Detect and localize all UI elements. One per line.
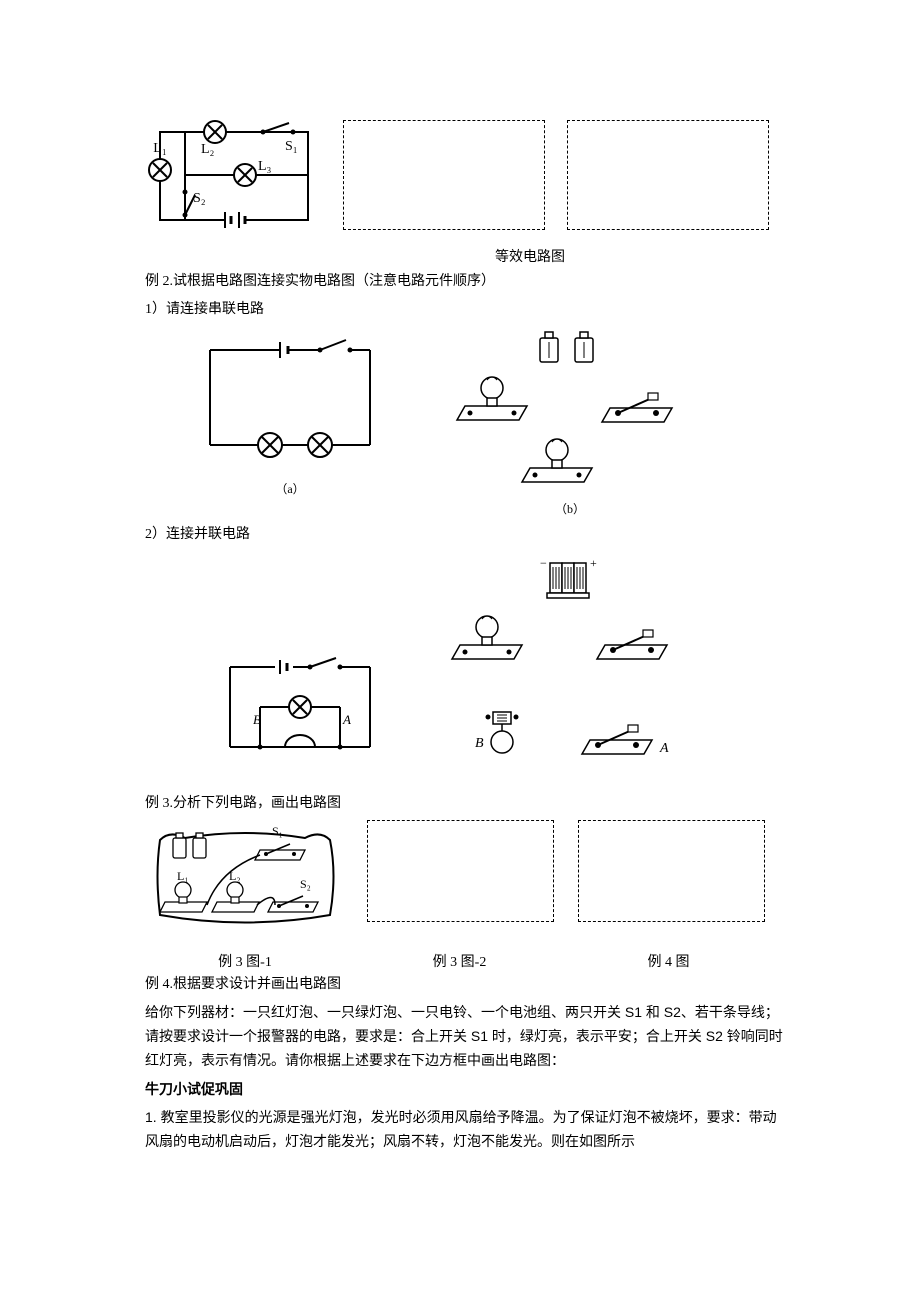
parallel-row: B A − + [145, 552, 790, 772]
series-schematic: （a） [190, 330, 390, 497]
answer-box-1a [343, 120, 545, 230]
svg-text:B: B [253, 712, 261, 727]
parallel-schematic: B A [215, 652, 385, 762]
svg-text:S₂: S₂ [193, 191, 206, 206]
circuit-diagram-1: L₁ L₂ S₁ L₃ [145, 120, 325, 240]
svg-text:L₂: L₂ [201, 142, 215, 157]
ex3-captions: 例 3 图-1 例 3 图-2 例 4 图 [145, 945, 790, 971]
ex3-cap1: 例 3 图-1 [145, 951, 345, 971]
example-4-title: 例 4.根据要求设计并画出电路图 [145, 973, 790, 997]
series-physical: （b） [445, 330, 695, 517]
example-2-sub2: 2）连接并联电路 [145, 523, 790, 547]
svg-text:S₁: S₁ [272, 824, 283, 838]
svg-text:L₁: L₁ [153, 141, 166, 156]
example-2-title: 例 2.试根据电路图连接实物电路图（注意电路元件顺序） [145, 270, 790, 294]
ex3-physical: S₁ L₁ L₂ [145, 820, 345, 935]
svg-text:S₁: S₁ [285, 139, 298, 154]
series-row: （a） [145, 330, 790, 517]
ex3-box-1 [367, 820, 554, 922]
figure-row-1: L₁ L₂ S₁ L₃ [145, 120, 790, 240]
ex3-cap3: 例 4 图 [576, 951, 761, 971]
svg-text:L₃: L₃ [258, 159, 272, 174]
ex3-cap2: 例 3 图-2 [367, 951, 552, 971]
ex3-row: S₁ L₁ L₂ [145, 820, 790, 935]
svg-text:A: A [342, 712, 351, 727]
parallel-physical: − + [430, 552, 710, 772]
svg-text:S₂: S₂ [300, 877, 311, 891]
example-2-sub1: 1）请连接串联电路 [145, 298, 790, 322]
label-b: （b） [445, 500, 695, 517]
svg-text:−: − [540, 556, 547, 570]
answer-box-1b [567, 120, 769, 230]
label-a: （a） [190, 480, 390, 497]
example-4-para: 给你下列器材：一只红灯泡、一只绿灯泡、一只电铃、一个电池组、两只开关 S1 和 … [145, 1001, 790, 1072]
svg-text:B: B [475, 736, 484, 751]
svg-text:L₁: L₁ [177, 869, 189, 883]
practice-heading: 牛刀小试促巩固 [145, 1078, 790, 1102]
svg-text:+: + [590, 556, 597, 570]
fig1-caption: 等效电路图 [495, 246, 790, 266]
svg-text:A: A [659, 741, 669, 756]
practice-q1: 1. 教室里投影仪的光源是强光灯泡，发光时必须用风扇给予降温。为了保证灯泡不被烧… [145, 1106, 790, 1154]
example-3-title: 例 3.分析下列电路，画出电路图 [145, 792, 790, 816]
ex3-box-2 [578, 820, 765, 922]
